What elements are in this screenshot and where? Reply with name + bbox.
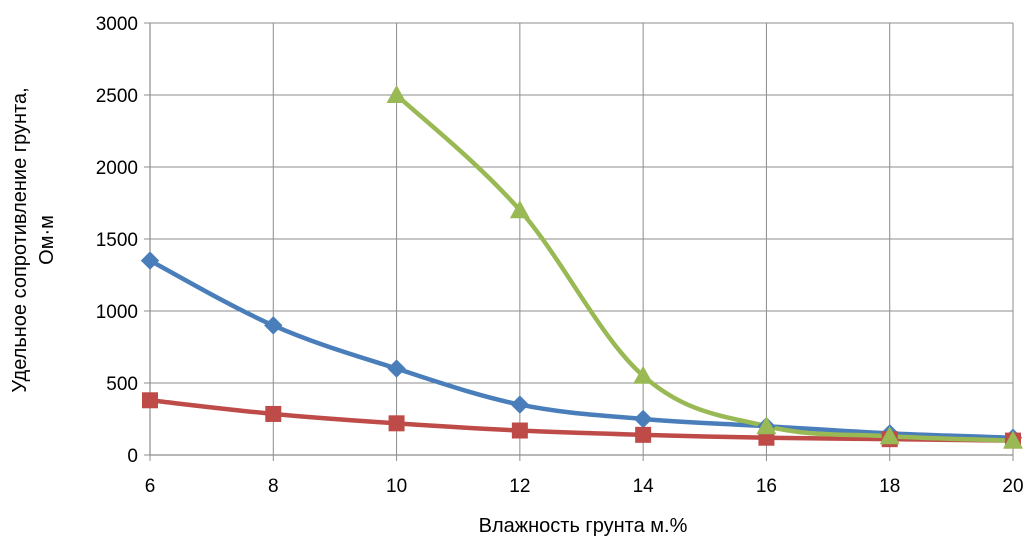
series-3-point xyxy=(509,200,530,219)
grid xyxy=(150,22,1014,455)
series-1-point xyxy=(633,409,653,429)
series-3-point xyxy=(1003,430,1023,449)
y-axis-title-line-1: Удельное сопротивление грунта, xyxy=(9,87,31,392)
x-tick-label: 14 xyxy=(633,476,655,497)
series-2-point xyxy=(388,415,405,432)
x-tick-label: 16 xyxy=(756,476,777,497)
x-tick-label: 18 xyxy=(879,476,900,497)
series-lines xyxy=(147,92,1016,443)
x-tick-labels: 6 8 10 12 14 16 18 20 xyxy=(145,476,1024,497)
x-tick-label: 12 xyxy=(509,476,530,497)
y-axis-title: Удельное сопротивление грунта, Ом·м xyxy=(9,87,58,392)
axes xyxy=(144,22,1014,461)
y-tick-label: 2000 xyxy=(96,158,138,179)
series-markers xyxy=(140,85,1023,449)
series-3-point xyxy=(756,416,777,435)
y-tick-label: 3000 xyxy=(96,14,138,35)
series-2-point xyxy=(142,392,158,409)
x-tick-label: 20 xyxy=(1002,476,1023,497)
series-3-line xyxy=(394,92,1016,443)
series-1-line xyxy=(147,258,1016,440)
x-tick-label: 10 xyxy=(386,476,407,497)
y-tick-label: 2500 xyxy=(96,86,138,107)
series-2-point xyxy=(265,405,282,422)
y-tick-label: 0 xyxy=(127,446,138,467)
series-1-point xyxy=(140,251,160,270)
series-1-point xyxy=(387,359,406,378)
x-tick-label: 6 xyxy=(145,476,156,497)
series-2-point xyxy=(511,422,528,439)
series-3-point xyxy=(633,365,654,384)
y-axis-title-line-2: Ом·м xyxy=(36,215,58,265)
series-1-point xyxy=(510,395,530,414)
series-1-point xyxy=(264,316,283,335)
y-tick-label: 1000 xyxy=(96,302,138,323)
x-tick-label: 8 xyxy=(268,476,279,497)
series-2-line xyxy=(147,398,1016,443)
y-tick-label: 500 xyxy=(106,374,138,395)
series-3-point xyxy=(879,426,900,445)
series-3-point xyxy=(386,85,407,103)
y-tick-label: 1500 xyxy=(96,230,138,251)
x-axis-title: Влажность грунта м.% xyxy=(479,515,688,537)
series-2-point xyxy=(635,426,652,443)
y-tick-labels: 0 500 1000 1500 2000 2500 3000 xyxy=(96,14,138,467)
